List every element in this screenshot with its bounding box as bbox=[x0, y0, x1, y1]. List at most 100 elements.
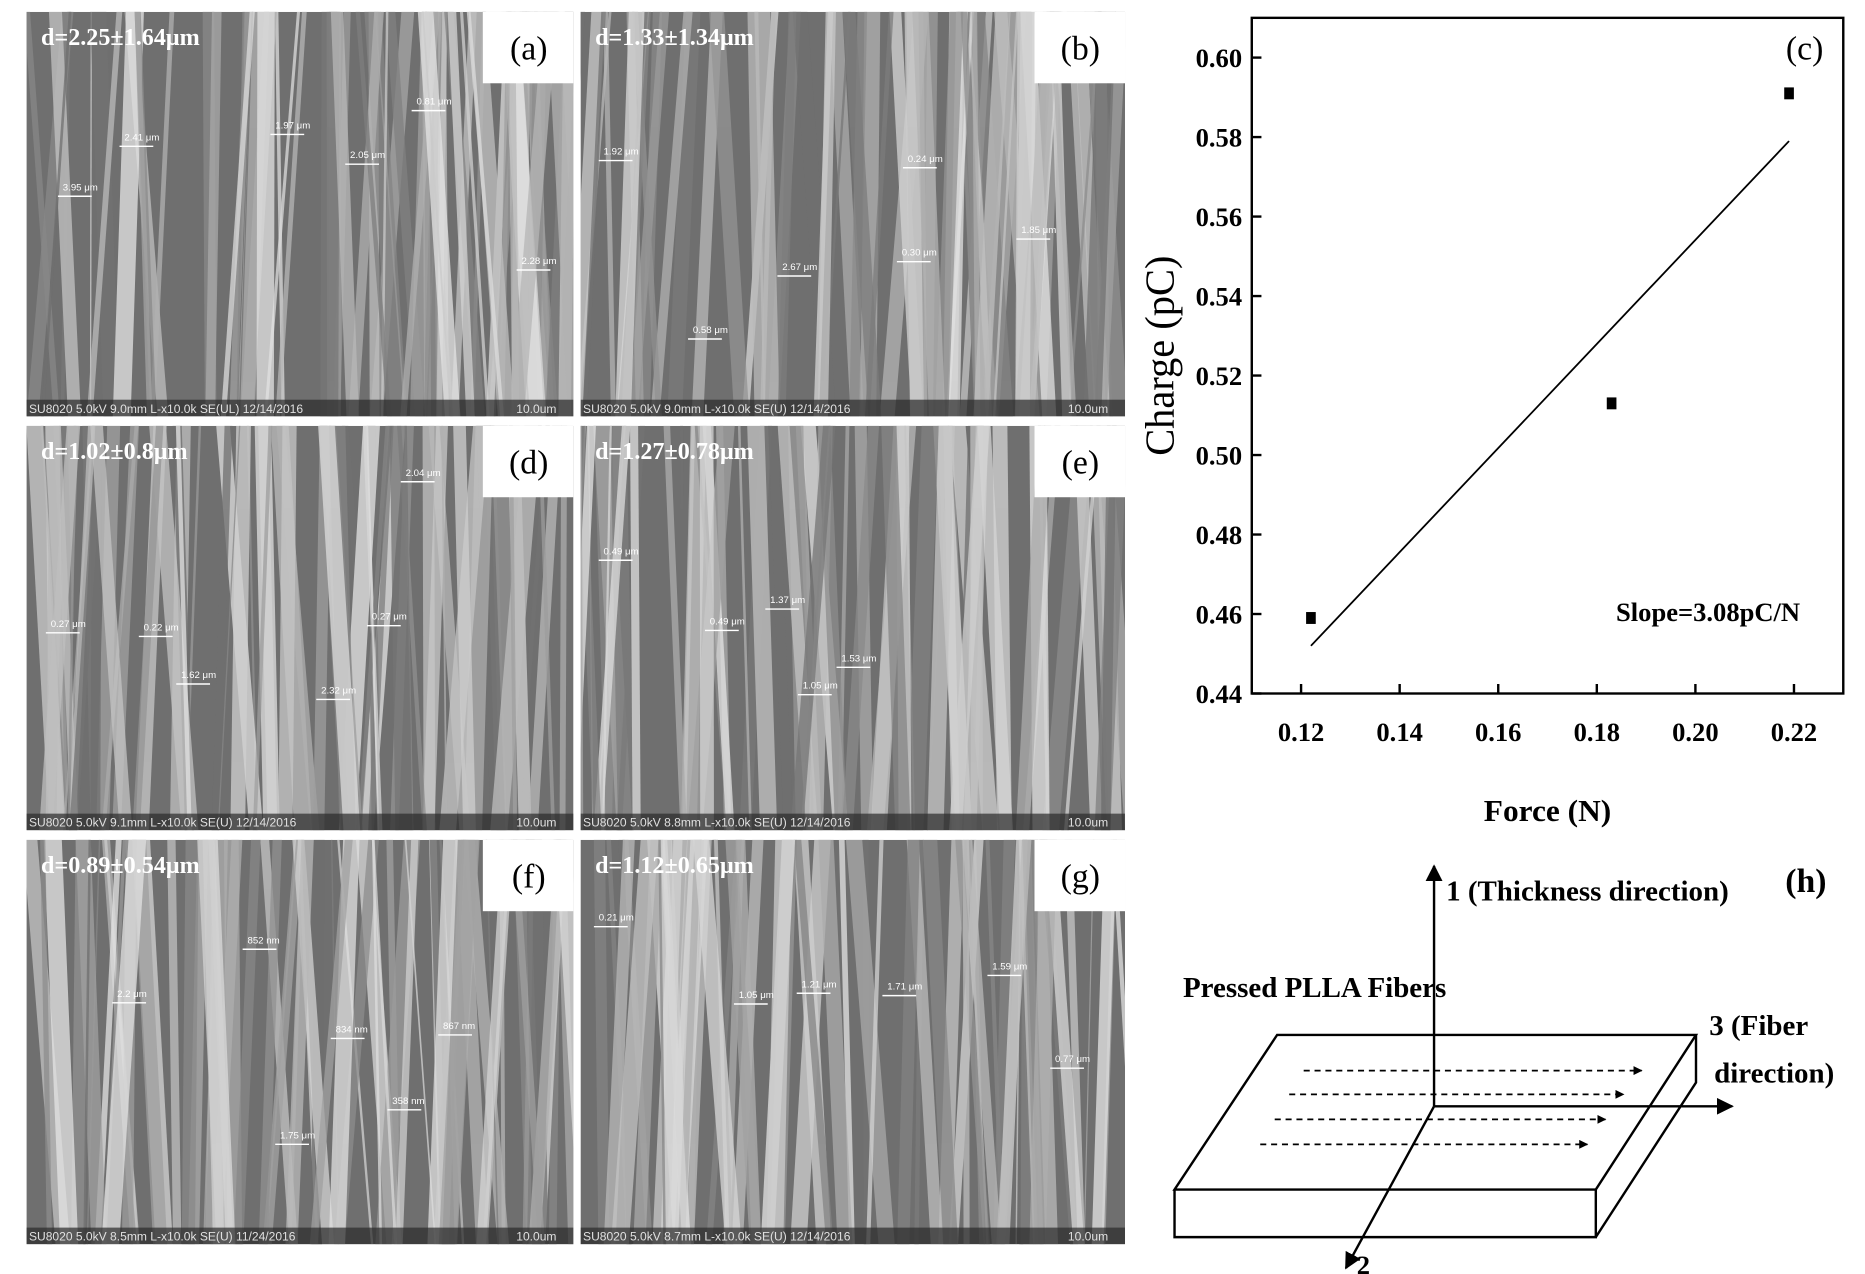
fiber bbox=[973, 11, 1011, 417]
fiber bbox=[217, 425, 241, 831]
fiber bbox=[737, 425, 752, 831]
fiber bbox=[633, 839, 663, 1245]
fiber bbox=[897, 839, 920, 1245]
fiber bbox=[680, 425, 707, 831]
letter-box bbox=[482, 11, 574, 84]
fiber bbox=[202, 839, 225, 1245]
fiber bbox=[996, 839, 1032, 1245]
fiber bbox=[368, 425, 394, 831]
measurement-label: 2.05 μm bbox=[350, 150, 385, 161]
fiber bbox=[580, 425, 584, 831]
fiber bbox=[977, 425, 1013, 831]
measurement-label: 0.77 μm bbox=[1055, 1054, 1090, 1065]
axis-label: direction) bbox=[1714, 1058, 1834, 1090]
axis-label: 1 (Thickness direction) bbox=[1446, 876, 1729, 908]
fiber bbox=[962, 839, 970, 1245]
sem-footer: SU8020 5.0kV 8.7mm L-x10.0k SE(U) 12/14/… bbox=[583, 1230, 851, 1244]
fiber bbox=[309, 839, 353, 1245]
measurement-label: 834 nm bbox=[336, 1025, 368, 1036]
fiber bbox=[602, 425, 612, 831]
fiber bbox=[459, 11, 490, 417]
fiber bbox=[693, 839, 742, 1245]
fiber bbox=[709, 11, 750, 417]
fiber bbox=[866, 839, 884, 1245]
sem-footer: SU8020 5.0kV 9.0mm L-x10.0k SE(U) 12/14/… bbox=[583, 402, 851, 416]
fiber bbox=[205, 11, 222, 417]
axis-2 bbox=[1344, 1105, 1436, 1270]
x-tick-label: 0.20 bbox=[1672, 718, 1718, 747]
y-tick-label: 0.46 bbox=[1196, 601, 1242, 630]
measurement-label: 1.75 μm bbox=[280, 1130, 315, 1141]
diameter-label: d=1.27±0.78μm bbox=[595, 439, 754, 465]
measurement-label: 1.59 μm bbox=[992, 962, 1027, 973]
fiber bbox=[83, 839, 92, 1245]
fiber bbox=[90, 425, 133, 831]
fiber bbox=[328, 839, 360, 1245]
fiber bbox=[580, 425, 602, 831]
fiber bbox=[659, 839, 690, 1245]
measurement-label: 2.32 μm bbox=[321, 686, 356, 697]
y-tick-label: 0.50 bbox=[1196, 442, 1242, 471]
fiber bbox=[593, 425, 631, 831]
sem-scale: 10.0um bbox=[1068, 402, 1108, 416]
fiber bbox=[389, 425, 413, 831]
fiber bbox=[41, 11, 72, 417]
sem-panel: SU8020 5.0kV 9.1mm L-x10.0k SE(U) 12/14/… bbox=[26, 425, 574, 831]
fiber bbox=[992, 11, 1019, 417]
data-point bbox=[1306, 612, 1316, 624]
fiber bbox=[935, 11, 964, 417]
sem-footer: SU8020 5.0kV 9.1mm L-x10.0k SE(U) 12/14/… bbox=[29, 816, 297, 830]
diameter-label: d=2.25±1.64μm bbox=[41, 25, 200, 51]
measurement-label: 2.28 μm bbox=[521, 256, 556, 267]
diameter-label: d=1.12±0.65μm bbox=[595, 853, 754, 879]
fiber bbox=[134, 11, 153, 417]
measurement-label: 0.58 μm bbox=[693, 325, 728, 336]
fiber bbox=[238, 11, 254, 417]
fiber bbox=[395, 839, 419, 1245]
measurement-label: 0.24 μm bbox=[908, 154, 943, 165]
fiber bbox=[256, 11, 275, 417]
measurement-label: 1.85 μm bbox=[1021, 225, 1056, 236]
fiber bbox=[615, 11, 645, 417]
measurement-label: 1.05 μm bbox=[739, 990, 774, 1001]
x-tick-label: 0.14 bbox=[1376, 718, 1422, 747]
letter-box bbox=[482, 839, 574, 912]
fiber bbox=[447, 11, 475, 417]
fiber bbox=[285, 839, 314, 1245]
sem-footer: SU8020 5.0kV 8.8mm L-x10.0k SE(U) 12/14/… bbox=[583, 816, 851, 830]
fiber bbox=[466, 11, 504, 417]
measurement-label: 2.2 μm bbox=[117, 989, 147, 1000]
fiber bbox=[922, 839, 958, 1245]
measurement-label: 358 nm bbox=[392, 1096, 424, 1107]
fiber bbox=[602, 11, 616, 417]
measurement-label: 867 nm bbox=[443, 1021, 475, 1032]
plot-frame bbox=[1250, 16, 1845, 695]
fiber bbox=[320, 11, 340, 417]
measurement-label: 1.97 μm bbox=[275, 121, 310, 132]
fiber bbox=[48, 11, 81, 417]
fiber bbox=[427, 839, 458, 1245]
measurement-label: 2.04 μm bbox=[406, 468, 441, 479]
annotation: Slope=3.08pC/N bbox=[1616, 598, 1800, 627]
fiber bbox=[236, 11, 245, 417]
x-tick-label: 0.22 bbox=[1771, 718, 1817, 747]
sem-panel: SU8020 5.0kV 9.0mm L-x10.0k SE(UL) 12/14… bbox=[26, 11, 574, 417]
fiber bbox=[417, 11, 461, 417]
sem-scale: 10.0um bbox=[516, 1230, 556, 1244]
x-tick-label: 0.18 bbox=[1574, 718, 1620, 747]
fiber bbox=[663, 425, 687, 831]
sem-panel: SU8020 5.0kV 8.8mm L-x10.0k SE(U) 12/14/… bbox=[580, 425, 1126, 831]
measurement-label: 852 nm bbox=[247, 935, 279, 946]
fiber bbox=[149, 425, 199, 831]
fiber bbox=[233, 839, 261, 1245]
fit-line bbox=[1310, 140, 1790, 647]
panel-letter: (d) bbox=[509, 445, 548, 482]
y-tick-label: 0.58 bbox=[1196, 124, 1242, 153]
fiber bbox=[927, 425, 955, 831]
fiber bbox=[845, 839, 895, 1245]
fiber bbox=[181, 839, 199, 1245]
fiber bbox=[650, 11, 693, 417]
y-tick-label: 0.56 bbox=[1196, 203, 1242, 232]
fiber bbox=[441, 425, 448, 831]
